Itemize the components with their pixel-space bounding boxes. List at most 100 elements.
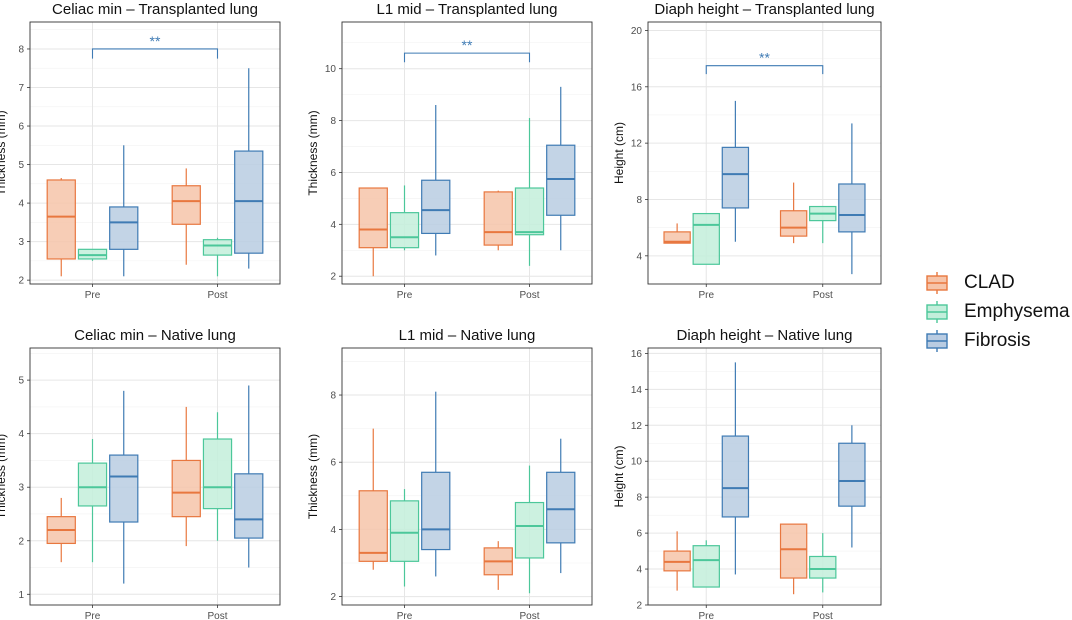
legend-key-fibrosis — [922, 329, 952, 352]
y-axis-label: Height (cm) — [612, 122, 626, 184]
box-emphysema-pre — [77, 439, 108, 563]
box-emphysema-pre — [692, 212, 720, 265]
panel-border — [29, 347, 281, 606]
panel-4: 1 2 3 4 5 Pre Post Celiac min – Native lung Thic… — [0, 327, 281, 620]
box-body — [721, 435, 750, 518]
y-tick-label: 2 — [18, 536, 24, 547]
y-tick-label: 8 — [330, 391, 336, 402]
box-emphysema-post — [514, 465, 545, 594]
box-body — [46, 179, 76, 260]
box-emphysema-pre — [692, 540, 720, 588]
y-axis-label: Thickness (mm) — [306, 110, 320, 195]
box-fibrosis-post — [546, 438, 576, 574]
box-fibrosis-pre — [721, 362, 750, 575]
panel-border — [29, 21, 281, 285]
box-body — [109, 454, 139, 523]
legend-glyph — [926, 329, 948, 352]
significance-bracket — [705, 65, 824, 75]
legend-item-clad: CLAD — [922, 268, 1070, 297]
box-fibrosis-pre — [109, 390, 139, 584]
box-clad-pre — [663, 223, 691, 244]
box-body — [546, 471, 576, 544]
box-fibrosis-post — [234, 68, 264, 269]
y-tick-label: 2 — [330, 272, 336, 283]
box-body — [838, 183, 866, 233]
x-tick-label: Post — [519, 290, 539, 301]
panel-title: Celiac min – Transplanted lung — [52, 1, 258, 18]
y-tick-label: 5 — [18, 160, 24, 171]
box-emphysema-post — [202, 412, 233, 541]
significance-label: ** — [462, 37, 473, 53]
box-emphysema-post — [202, 237, 233, 277]
y-tick-label: 16 — [631, 349, 643, 360]
x-tick-label: Pre — [698, 611, 714, 620]
box-clad-post — [171, 168, 201, 265]
box-body — [234, 473, 264, 539]
y-tick-label: 10 — [325, 64, 337, 75]
y-tick-label: 2 — [18, 276, 24, 287]
legend-label-fibrosis: Fibrosis — [964, 329, 1031, 351]
y-tick-label: 5 — [18, 376, 24, 387]
y-axis-label: Height (cm) — [612, 445, 626, 507]
y-tick-label: 3 — [18, 237, 24, 248]
panel-1: 2 3 4 5 6 7 8 Pre Post ** Celiac min – Transplante… — [0, 1, 281, 301]
box-body — [779, 210, 808, 237]
x-tick-label: Post — [519, 611, 539, 620]
panel-title: L1 mid – Transplanted lung — [377, 1, 558, 18]
x-tick-label: Pre — [397, 611, 413, 620]
box-body — [389, 500, 420, 562]
box-body — [692, 545, 720, 588]
y-tick-label: 6 — [330, 168, 336, 179]
box-body — [809, 555, 837, 579]
y-tick-label: 2 — [636, 601, 642, 612]
box-body — [171, 459, 201, 518]
box-body — [358, 187, 388, 249]
x-tick-label: Post — [207, 290, 227, 301]
y-tick-label: 8 — [18, 44, 24, 55]
y-tick-label: 12 — [631, 421, 643, 432]
box-clad-post — [483, 541, 513, 590]
legend-glyph — [926, 300, 948, 323]
box-body — [483, 191, 513, 246]
legend-item-fibrosis: Fibrosis — [922, 326, 1070, 355]
box-clad-post — [779, 523, 808, 595]
legend-glyph — [926, 271, 948, 294]
y-tick-label: 16 — [631, 82, 643, 93]
box-body — [692, 212, 720, 265]
y-tick-label: 3 — [18, 483, 24, 494]
y-tick-label: 4 — [330, 525, 336, 536]
box-body — [421, 471, 451, 551]
box-fibrosis-pre — [421, 105, 451, 256]
panel-border — [647, 347, 882, 606]
box-fibrosis-post — [838, 123, 866, 275]
box-clad-post — [779, 182, 808, 244]
box-clad-post — [171, 406, 201, 547]
box-fibrosis-post — [546, 86, 576, 251]
box-body — [514, 501, 545, 559]
panel-6: 2 4 6 8 10 12 14 16 Pre Post Diaph height – Native… — [612, 327, 882, 620]
panel-border — [341, 347, 593, 606]
box-body — [202, 239, 233, 256]
y-tick-label: 2 — [330, 592, 336, 603]
box-clad-pre — [358, 428, 388, 570]
y-tick-label: 6 — [636, 529, 642, 540]
box-emphysema-post — [809, 205, 837, 244]
box-clad-pre — [663, 531, 691, 591]
y-tick-label: 6 — [330, 458, 336, 469]
box-clad-pre — [358, 187, 388, 277]
y-axis-label: Thickness (mm) — [0, 434, 8, 519]
box-body — [546, 144, 576, 216]
box-fibrosis-pre — [109, 145, 139, 277]
significance-label: ** — [759, 50, 770, 66]
box-fibrosis-pre — [421, 391, 451, 577]
legend-key-emphysema — [922, 300, 952, 323]
box-body — [109, 206, 139, 250]
panel-3: 4 8 12 16 20 Pre Post ** Diaph height – Transpla… — [612, 1, 882, 301]
y-tick-label: 4 — [330, 220, 336, 231]
y-tick-label: 8 — [330, 116, 336, 127]
panel-2: 2 4 6 8 10 Pre Post ** L1 mid – Transplanted lun… — [306, 1, 593, 301]
y-tick-label: 7 — [18, 83, 24, 94]
legend-item-emphysema: Emphysema — [922, 297, 1070, 326]
box-emphysema-pre — [77, 248, 108, 261]
